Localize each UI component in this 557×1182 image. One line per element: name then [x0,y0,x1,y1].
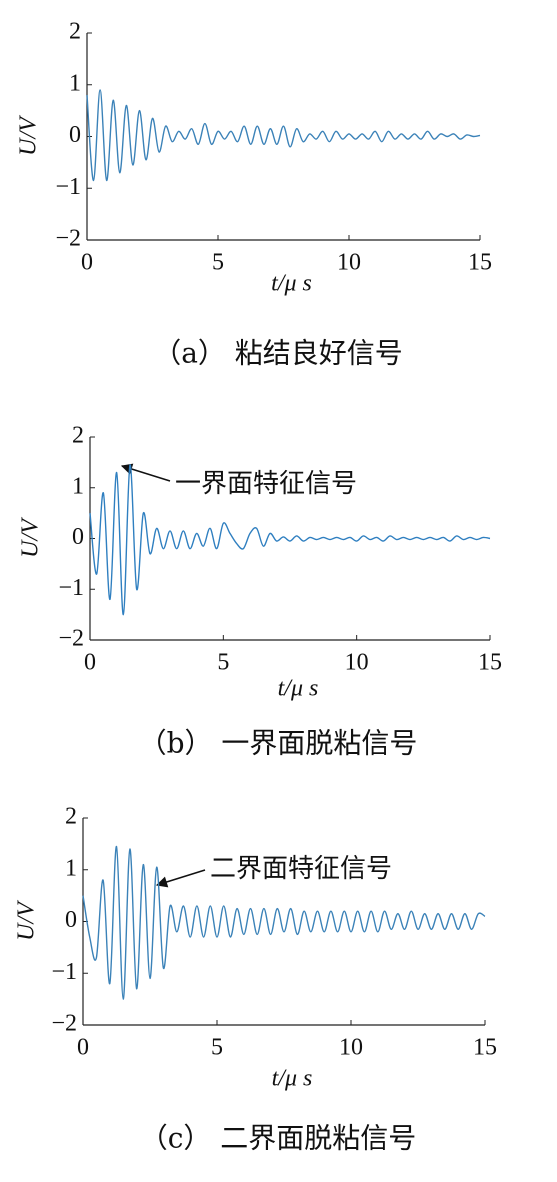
y-tick-label: −1 [58,575,84,601]
y-tick-label: 1 [65,855,77,881]
y-axis-label: U/V [16,115,42,156]
x-tick-label: 15 [473,1035,497,1061]
signal-line [82,845,486,1000]
y-tick-label: −1 [55,174,81,200]
y-axis-label: U/V [18,517,44,558]
y-tick-label: 1 [72,473,84,499]
caption: （c） 二界面脱粘信号 [140,1122,417,1155]
x-tick-label: 0 [84,650,96,676]
annotation: 一界面特征信号 [175,469,357,499]
y-tick-label: −1 [51,959,77,985]
signal-line [86,89,481,182]
x-axis-label: t/μ s [278,676,319,702]
x-tick-label: 5 [212,250,224,276]
y-axis-label: U/V [14,900,40,941]
y-tick-label: −2 [58,626,84,652]
y-tick-label: 2 [72,423,84,449]
annotation: 二界面特征信号 [210,854,392,884]
x-tick-label: 15 [468,250,492,276]
y-tick-label: 0 [72,524,84,550]
x-tick-label: 10 [339,1035,363,1061]
signal-line [89,464,491,616]
x-tick-label: 0 [81,250,93,276]
x-tick-label: 5 [217,650,229,676]
caption: （b） 一界面脱粘信号 [139,727,418,760]
x-tick-label: 10 [345,650,369,676]
x-axis-label: t/μ s [272,1066,313,1092]
caption: （a） 粘结良好信号 [153,337,403,370]
x-tick-label: 0 [77,1035,89,1061]
annotation-arrow [155,869,206,888]
y-tick-label: −2 [51,1011,77,1037]
x-axis-label: t/μ s [271,271,312,297]
y-tick-label: 2 [69,19,81,45]
y-tick-label: 0 [65,907,77,933]
y-tick-label: 0 [69,122,81,148]
x-tick-label: 10 [337,250,361,276]
y-tick-label: −2 [55,226,81,252]
x-tick-label: 5 [211,1035,223,1061]
x-tick-label: 15 [478,650,502,676]
y-tick-label: 1 [69,70,81,96]
y-tick-label: 2 [65,804,77,830]
